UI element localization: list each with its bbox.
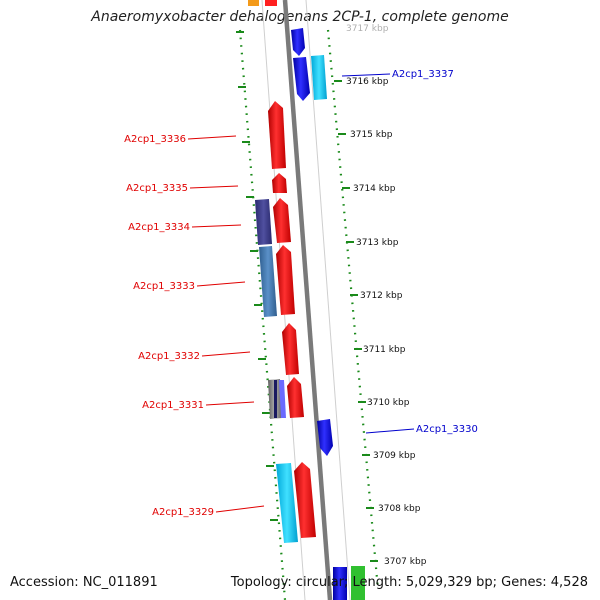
leader-line-a2cp1-3335	[189, 185, 239, 189]
gene-blue-a2cp1-3330	[317, 419, 333, 456]
gene-cyan-a2cp1-3337	[311, 55, 327, 100]
scale-label-3713: 3713 kbp	[356, 238, 399, 248]
gene-red-a2cp1-3329	[294, 462, 316, 538]
gene-red-a2cp1-3333	[276, 245, 295, 315]
gene-green-partial-bottom	[351, 566, 365, 600]
leader-line-a2cp1-3330	[365, 428, 415, 434]
scale-label-3716: 3716 kbp	[346, 77, 389, 87]
leader-line-a2cp1-3331	[205, 401, 255, 406]
gene-red-a2cp1-3336	[268, 101, 286, 169]
gene-orange-partial	[248, 0, 259, 6]
leader-line-a2cp1-3334	[191, 224, 242, 228]
scale-label-3707: 3707 kbp	[384, 557, 427, 567]
gene-label-a2cp1-3333[interactable]: A2cp1_3333	[133, 281, 195, 292]
scale-label-3711: 3711 kbp	[363, 345, 406, 355]
outer-track-right	[305, 0, 351, 600]
gene-navy-a2cp1-3334	[255, 199, 272, 245]
gene-cyan-a2cp1-3329	[276, 463, 298, 543]
gene-red-partial	[265, 0, 277, 6]
scale-label-3717: 3717 kbp	[346, 24, 389, 34]
genome-summary-text: Topology: circular; Length: 5,029,329 bp…	[230, 575, 588, 590]
left-ticks	[236, 31, 278, 521]
gene-label-a2cp1-3336[interactable]: A2cp1_3336	[124, 134, 186, 145]
leader-line-a2cp1-3336	[187, 135, 237, 140]
gene-purple-a2cp1-3331	[279, 380, 286, 418]
scale-label-3712: 3712 kbp	[360, 291, 403, 301]
scale-label-3708: 3708 kbp	[378, 504, 421, 514]
accession-text: Accession: NC_011891	[10, 575, 158, 590]
gene-label-a2cp1-3332[interactable]: A2cp1_3332	[138, 351, 200, 362]
gene-red-a2cp1-3334	[273, 198, 291, 243]
gene-label-a2cp1-3329[interactable]: A2cp1_3329	[152, 507, 214, 518]
gene-label-a2cp1-3331[interactable]: A2cp1_3331	[142, 400, 204, 411]
gene-label-a2cp1-3334[interactable]: A2cp1_3334	[128, 222, 190, 233]
gene-blue-small-top	[291, 28, 305, 56]
scale-label-3714: 3714 kbp	[353, 184, 396, 194]
gene-label-a2cp1-3335[interactable]: A2cp1_3335	[126, 183, 188, 194]
gene-label-a2cp1-3330[interactable]: A2cp1_3330	[416, 424, 478, 435]
right-dotted-ring	[326, 29, 380, 591]
gene-blue-a2cp1-3337	[293, 57, 310, 101]
leader-line-a2cp1-3332	[201, 351, 251, 357]
scale-label-3709: 3709 kbp	[373, 451, 416, 461]
gene-navy-stripe-a2cp1-3331	[274, 380, 277, 418]
leader-line-a2cp1-3337	[341, 73, 391, 77]
leader-line-a2cp1-3329	[215, 505, 265, 513]
right-ticks	[334, 80, 378, 562]
scale-label-3715: 3715 kbp	[350, 130, 393, 140]
genome-backbone	[282, 0, 333, 600]
gene-blue-partial-bottom	[333, 567, 347, 600]
gene-red-a2cp1-3332	[282, 323, 299, 375]
leader-line-a2cp1-3333	[196, 281, 246, 287]
gene-steel-a2cp1-3333	[259, 246, 277, 317]
map-title: Anaeromyxobacter dehalogenans 2CP-1, com…	[91, 9, 509, 25]
scale-label-3710: 3710 kbp	[367, 398, 410, 408]
gene-red-a2cp1-3331	[287, 377, 304, 418]
gene-red-a2cp1-3335	[272, 173, 287, 193]
gene-label-a2cp1-3337[interactable]: A2cp1_3337	[392, 69, 454, 80]
